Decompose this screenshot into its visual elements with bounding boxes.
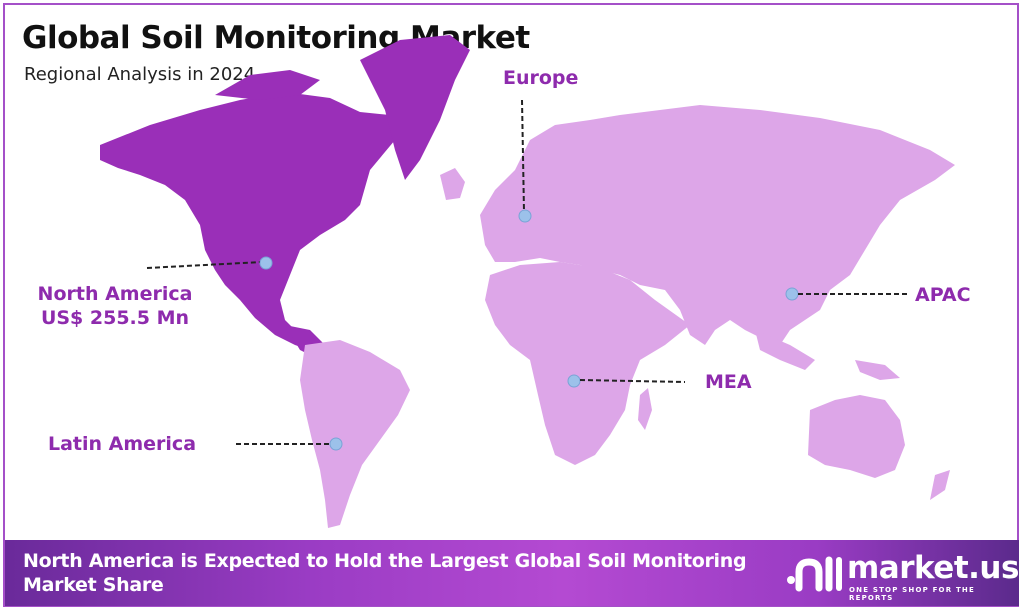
- logo-name: market.us: [847, 550, 1019, 586]
- leader-latin-america: [236, 437, 343, 451]
- region-value: US$ 255.5 Mn: [40, 307, 190, 329]
- label-north-america: North America US$ 255.5 Mn: [20, 282, 210, 330]
- leader-apac: [785, 287, 910, 301]
- chart-subtitle: Regional Analysis in 2024: [24, 64, 256, 85]
- leader-north-america: [146, 256, 273, 270]
- footer-text: North America is Expected to Hold the La…: [23, 550, 747, 596]
- label-apac: APAC: [915, 284, 971, 306]
- label-mea: MEA: [705, 371, 752, 393]
- leader-europe: [518, 99, 532, 223]
- label-europe: Europe: [503, 67, 579, 89]
- region-latin-america: [300, 340, 410, 528]
- region-name: North America: [37, 283, 193, 305]
- region-europe-asia: [440, 105, 955, 370]
- region-oceania: [808, 360, 950, 500]
- logo-tagline: ONE STOP SHOP FOR THE REPORTS: [849, 586, 975, 602]
- leader-mea: [567, 374, 686, 388]
- region-mea: [485, 262, 690, 465]
- label-latin-america: Latin America: [48, 433, 197, 455]
- market-us-logo-icon: [787, 556, 842, 592]
- market-us-logo: market.us ONE STOP SHOP FOR THE REPORTS: [785, 550, 1019, 602]
- world-map: [100, 35, 955, 528]
- footer-banner: North America is Expected to Hold the La…: [5, 540, 1019, 606]
- chart-frame: [3, 3, 1019, 607]
